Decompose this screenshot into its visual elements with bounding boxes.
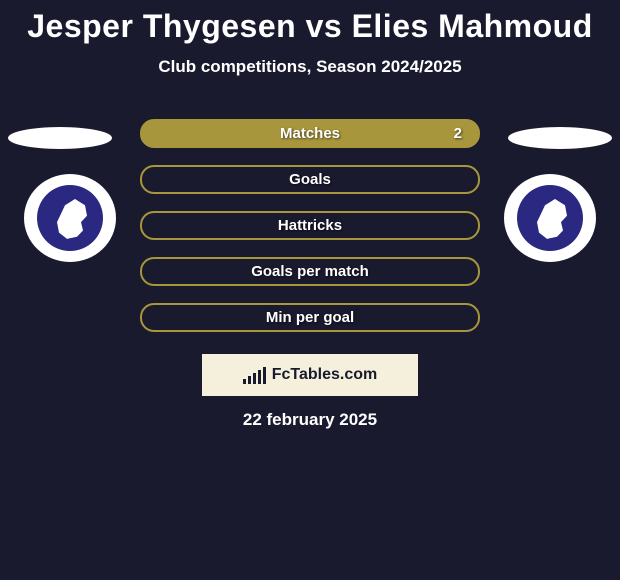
- stat-row-matches: Matches 2: [140, 119, 480, 148]
- stat-label: Goals per match: [251, 263, 369, 280]
- attribution-logo: FcTables.com: [202, 354, 418, 396]
- stat-value-right: 2: [454, 125, 462, 142]
- stat-label: Hattricks: [278, 217, 342, 234]
- stat-row-min-per-goal: Min per goal: [140, 303, 480, 332]
- comparison-card: Jesper Thygesen vs Elies Mahmoud Club co…: [0, 0, 620, 430]
- stats-area: Matches 2 Goals Hattricks Goals per matc…: [0, 119, 620, 332]
- stat-label: Min per goal: [266, 309, 354, 326]
- logo-bar: [253, 373, 256, 384]
- stat-rows: Matches 2 Goals Hattricks Goals per matc…: [140, 119, 480, 332]
- logo-bar: [248, 376, 251, 384]
- logo-bar: [263, 367, 266, 384]
- subtitle: Club competitions, Season 2024/2025: [158, 57, 461, 77]
- stat-row-hattricks: Hattricks: [140, 211, 480, 240]
- logo-bar: [243, 379, 246, 384]
- stat-label: Goals: [289, 171, 331, 188]
- page-title: Jesper Thygesen vs Elies Mahmoud: [27, 8, 593, 45]
- logo-bar: [258, 370, 261, 384]
- logo-text: FcTables.com: [272, 366, 378, 384]
- logo-bars-icon: [243, 366, 266, 384]
- stat-label: Matches: [280, 125, 340, 142]
- date-label: 22 february 2025: [243, 410, 377, 430]
- stat-row-goals-per-match: Goals per match: [140, 257, 480, 286]
- stat-row-goals: Goals: [140, 165, 480, 194]
